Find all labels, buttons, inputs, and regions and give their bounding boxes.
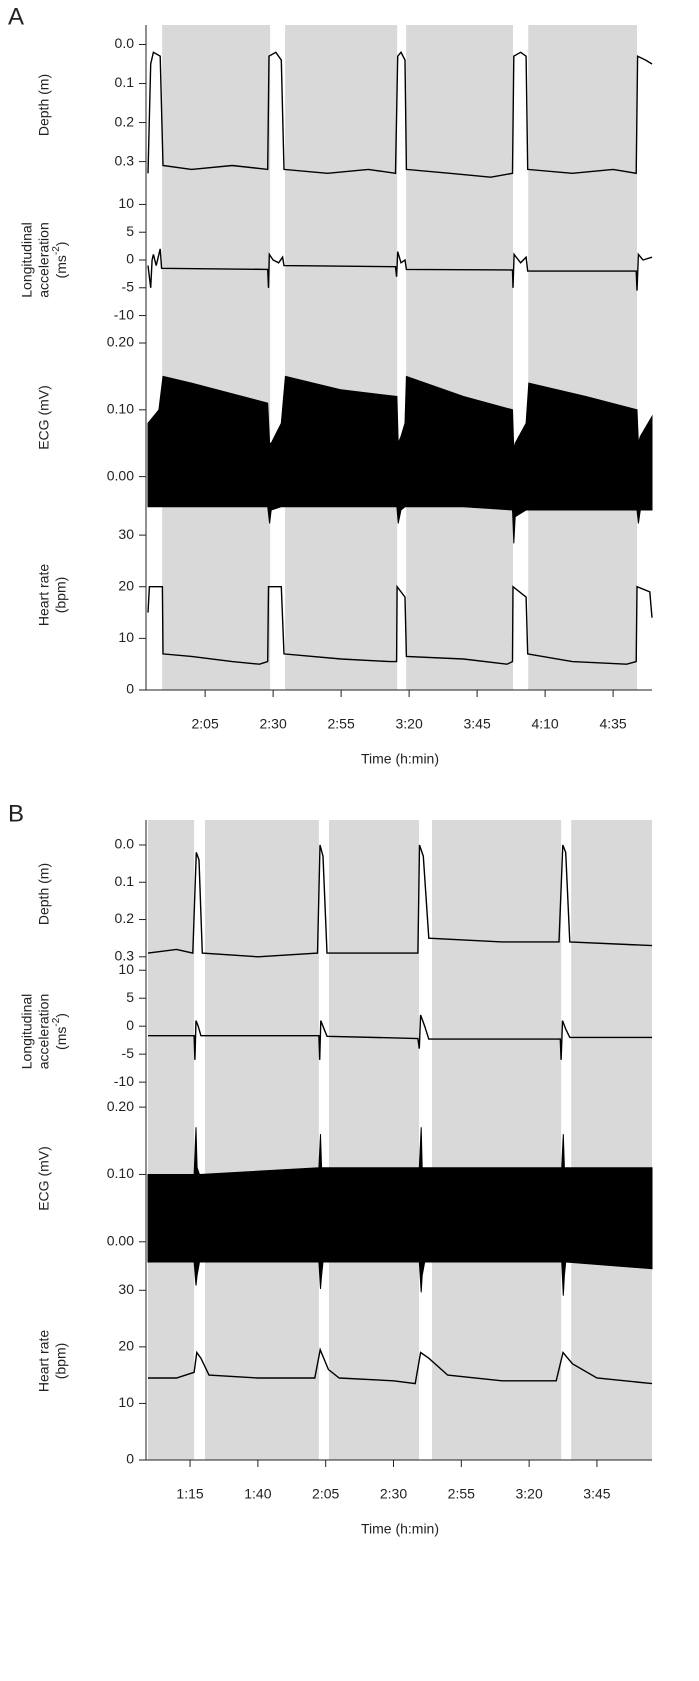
x-tick-label: 1:15	[176, 1486, 203, 1502]
trace	[147, 584, 653, 665]
y-axis-title: Depth (m)	[36, 74, 52, 136]
y-tick-label: 0.3	[115, 948, 135, 964]
dive-interval	[285, 25, 398, 690]
y-axis-title: Heart rate	[36, 564, 52, 626]
y-tick-label: 0.20	[107, 1098, 134, 1114]
y-tick-label: 0.2	[115, 910, 135, 926]
dive-interval	[204, 820, 319, 1460]
y-tick-label: 0	[126, 251, 134, 267]
x-tick-label: 3:20	[395, 716, 422, 732]
dive-interval	[406, 25, 514, 690]
y-axis-title: Heart rate	[36, 1330, 52, 1392]
y-tick-label: 0.0	[115, 836, 135, 852]
y-tick-label: 5	[126, 223, 134, 239]
y-axis-title: ECG (mV)	[36, 385, 52, 450]
y-tick-label: 30	[118, 1281, 134, 1297]
x-tick-label: 2:55	[448, 1486, 475, 1502]
y-axis-title: acceleration	[36, 994, 52, 1070]
dive-interval	[162, 25, 271, 690]
x-tick-label: 4:10	[531, 716, 558, 732]
x-tick-label: 2:30	[380, 1486, 407, 1502]
y-tick-label: 10	[118, 629, 134, 645]
panel-label: B	[8, 800, 24, 827]
x-axis-title: Time (h:min)	[361, 751, 439, 767]
y-tick-label: -10	[114, 306, 134, 322]
x-tick-label: 2:05	[191, 716, 218, 732]
y-tick-label: 0.20	[107, 334, 134, 350]
y-tick-label: 0.10	[107, 401, 134, 417]
y-tick-label: 0.00	[107, 467, 134, 483]
y-tick-label: -5	[122, 1045, 135, 1061]
y-tick-label: 0	[126, 1451, 134, 1467]
y-axis-title: Longitudinal	[19, 994, 35, 1070]
dive-interval	[571, 820, 652, 1460]
y-axis-title: (ms-2)	[51, 242, 69, 279]
x-tick-label: 3:20	[515, 1486, 542, 1502]
y-tick-label: 20	[118, 577, 134, 593]
y-axis-title: Depth (m)	[36, 863, 52, 925]
trace	[147, 51, 653, 178]
dive-interval	[432, 820, 562, 1460]
y-tick-label: 0.10	[107, 1165, 134, 1181]
trace	[148, 1347, 653, 1385]
y-tick-label: 10	[118, 195, 134, 211]
y-axis-title: ECG (mV)	[36, 1146, 52, 1211]
y-axis-title: acceleration	[36, 222, 52, 298]
y-tick-label: -5	[122, 278, 135, 294]
x-tick-label: 2:55	[327, 716, 354, 732]
y-axis-title-part: (ms	[53, 1027, 69, 1050]
y-axis-title: (bpm)	[53, 1343, 69, 1380]
x-tick-label: 2:30	[259, 716, 286, 732]
dive-interval	[528, 25, 638, 690]
trace	[147, 844, 653, 958]
y-tick-label: 0.1	[115, 74, 135, 90]
panel-label: A	[8, 3, 24, 30]
trace	[148, 1014, 652, 1060]
x-tick-label: 4:35	[599, 716, 626, 732]
dive-interval	[328, 820, 419, 1460]
y-axis-title: (bpm)	[53, 577, 69, 614]
y-tick-label: 0.3	[115, 152, 135, 168]
y-tick-label: 0.00	[107, 1233, 134, 1249]
y-axis-title-part: -2	[51, 246, 62, 255]
y-axis-title-part: )	[53, 242, 69, 247]
x-tick-label: 1:40	[244, 1486, 271, 1502]
y-tick-label: 30	[118, 526, 134, 542]
y-tick-label: -10	[114, 1073, 134, 1089]
x-axis-title: Time (h:min)	[361, 1521, 439, 1537]
y-tick-label: 0.2	[115, 113, 135, 129]
y-tick-label: 0.0	[115, 35, 135, 51]
y-tick-label: 0.1	[115, 873, 135, 889]
trace	[147, 248, 653, 291]
y-tick-label: 0	[126, 681, 134, 697]
x-tick-label: 3:45	[583, 1486, 610, 1502]
ecg-envelope	[147, 1127, 653, 1296]
x-tick-label: 3:45	[463, 716, 490, 732]
ecg-envelope	[147, 375, 653, 544]
y-tick-label: 0	[126, 1017, 134, 1033]
dive-interval	[148, 820, 195, 1460]
y-tick-label: 5	[126, 989, 134, 1005]
y-tick-label: 10	[118, 1394, 134, 1410]
x-tick-label: 2:05	[312, 1486, 339, 1502]
y-tick-label: 20	[118, 1338, 134, 1354]
y-axis-title-part: )	[53, 1013, 69, 1018]
y-axis-title: Longitudinal	[19, 222, 35, 298]
y-axis-title-part: (ms	[53, 255, 69, 278]
y-axis-title: (ms-2)	[51, 1013, 69, 1050]
y-tick-label: 10	[118, 961, 134, 977]
y-axis-title-part: -2	[51, 1017, 62, 1026]
